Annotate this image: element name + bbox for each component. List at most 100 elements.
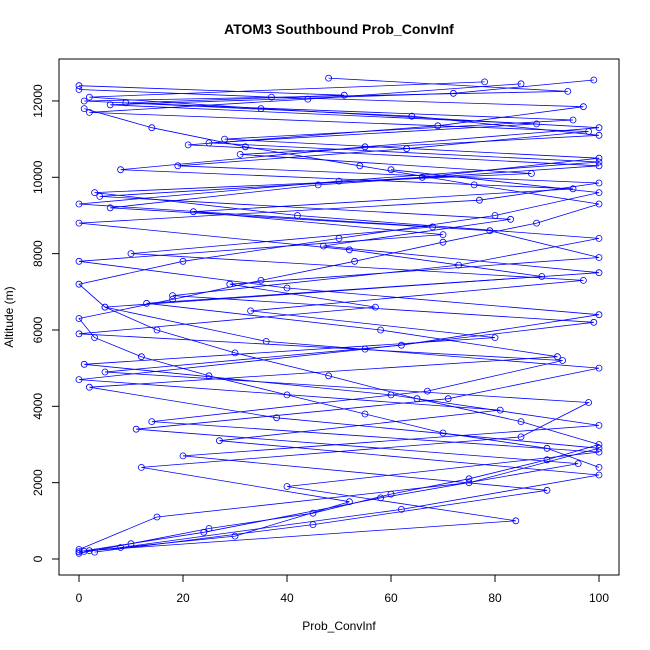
data-point [335, 234, 343, 242]
data-point [205, 525, 213, 532]
data-point [559, 357, 566, 364]
data-point [309, 521, 317, 528]
data-point [585, 399, 592, 406]
data-point [257, 105, 265, 112]
data-point [538, 273, 546, 280]
data-point [169, 292, 177, 300]
data-point [137, 463, 145, 471]
data-point [429, 223, 437, 231]
data-point [293, 212, 301, 219]
data-point [595, 463, 603, 471]
data-point [595, 234, 603, 242]
data-point [491, 212, 499, 219]
data-point [106, 101, 114, 109]
data-point [262, 337, 270, 345]
data-point [533, 219, 540, 227]
data-point [257, 276, 265, 284]
data-point [475, 196, 483, 204]
y-tick-label: 6000 [31, 316, 45, 343]
y-axis: 0 2000 4000 6000 8000 10000 12000 [31, 84, 60, 562]
data-point [486, 227, 494, 235]
data-point [580, 103, 587, 111]
data-point [351, 257, 359, 265]
data-point [528, 170, 535, 177]
data-point [91, 548, 98, 556]
data-point [434, 122, 442, 130]
data-point [143, 299, 151, 307]
data-point [200, 528, 208, 536]
data-point [153, 326, 161, 334]
data-point [554, 353, 561, 361]
data-point [595, 364, 603, 372]
data-point [455, 261, 463, 269]
data-point [595, 269, 603, 277]
data-point [231, 349, 239, 357]
data-point [377, 494, 385, 502]
data-point [371, 303, 379, 311]
data-point [418, 173, 426, 181]
x-tick-label: 0 [76, 591, 83, 605]
series-line-3 [78, 85, 600, 550]
x-tick-label: 100 [589, 591, 609, 605]
data-point [273, 414, 281, 422]
data-point [101, 368, 109, 376]
data-point [465, 475, 473, 483]
data-point [75, 330, 83, 338]
data-point [408, 112, 416, 120]
data-point [75, 376, 83, 384]
series-line-1 [78, 81, 600, 552]
data-point [507, 215, 515, 223]
data-point [80, 97, 88, 105]
data-point [75, 546, 83, 553]
data-point [75, 315, 83, 322]
x-axis-label: Prob_ConvInf [302, 619, 376, 633]
data-point [543, 456, 551, 464]
y-tick-label: 0 [31, 555, 45, 562]
data-point [377, 326, 385, 334]
plot-points [75, 74, 603, 557]
data-point [387, 391, 395, 399]
data-point [179, 257, 187, 265]
data-point [361, 410, 369, 418]
series-line-7 [78, 169, 601, 554]
data-point [345, 246, 353, 254]
data-point [86, 383, 93, 391]
data-point [345, 498, 353, 506]
data-point [335, 177, 343, 185]
series-line-4 [78, 77, 600, 548]
y-axis-label: Altitude (m) [2, 286, 16, 347]
data-point [101, 303, 109, 311]
data-point [574, 460, 582, 468]
data-point [595, 448, 603, 456]
data-point [491, 334, 499, 342]
data-point [137, 353, 145, 361]
data-point [470, 181, 478, 189]
data-point [86, 547, 93, 554]
data-point [595, 131, 603, 139]
data-point [215, 437, 223, 445]
data-point [595, 124, 603, 132]
data-point [325, 74, 333, 82]
data-point [595, 421, 603, 429]
data-point [595, 179, 603, 187]
data-point [595, 158, 603, 166]
data-point [439, 231, 447, 239]
data-point [80, 105, 88, 112]
data-point [189, 208, 197, 216]
data-point [122, 99, 130, 107]
data-point [205, 372, 213, 380]
data-point [595, 154, 603, 162]
data-point [496, 406, 504, 414]
data-point [439, 238, 447, 246]
data-point [517, 433, 525, 441]
data-point [86, 109, 93, 116]
data-point [595, 189, 603, 197]
data-point [75, 257, 83, 265]
data-point [590, 76, 598, 84]
data-point [148, 124, 156, 132]
data-point [91, 189, 98, 197]
data-point [387, 490, 395, 498]
y-tick-label: 8000 [31, 240, 45, 267]
